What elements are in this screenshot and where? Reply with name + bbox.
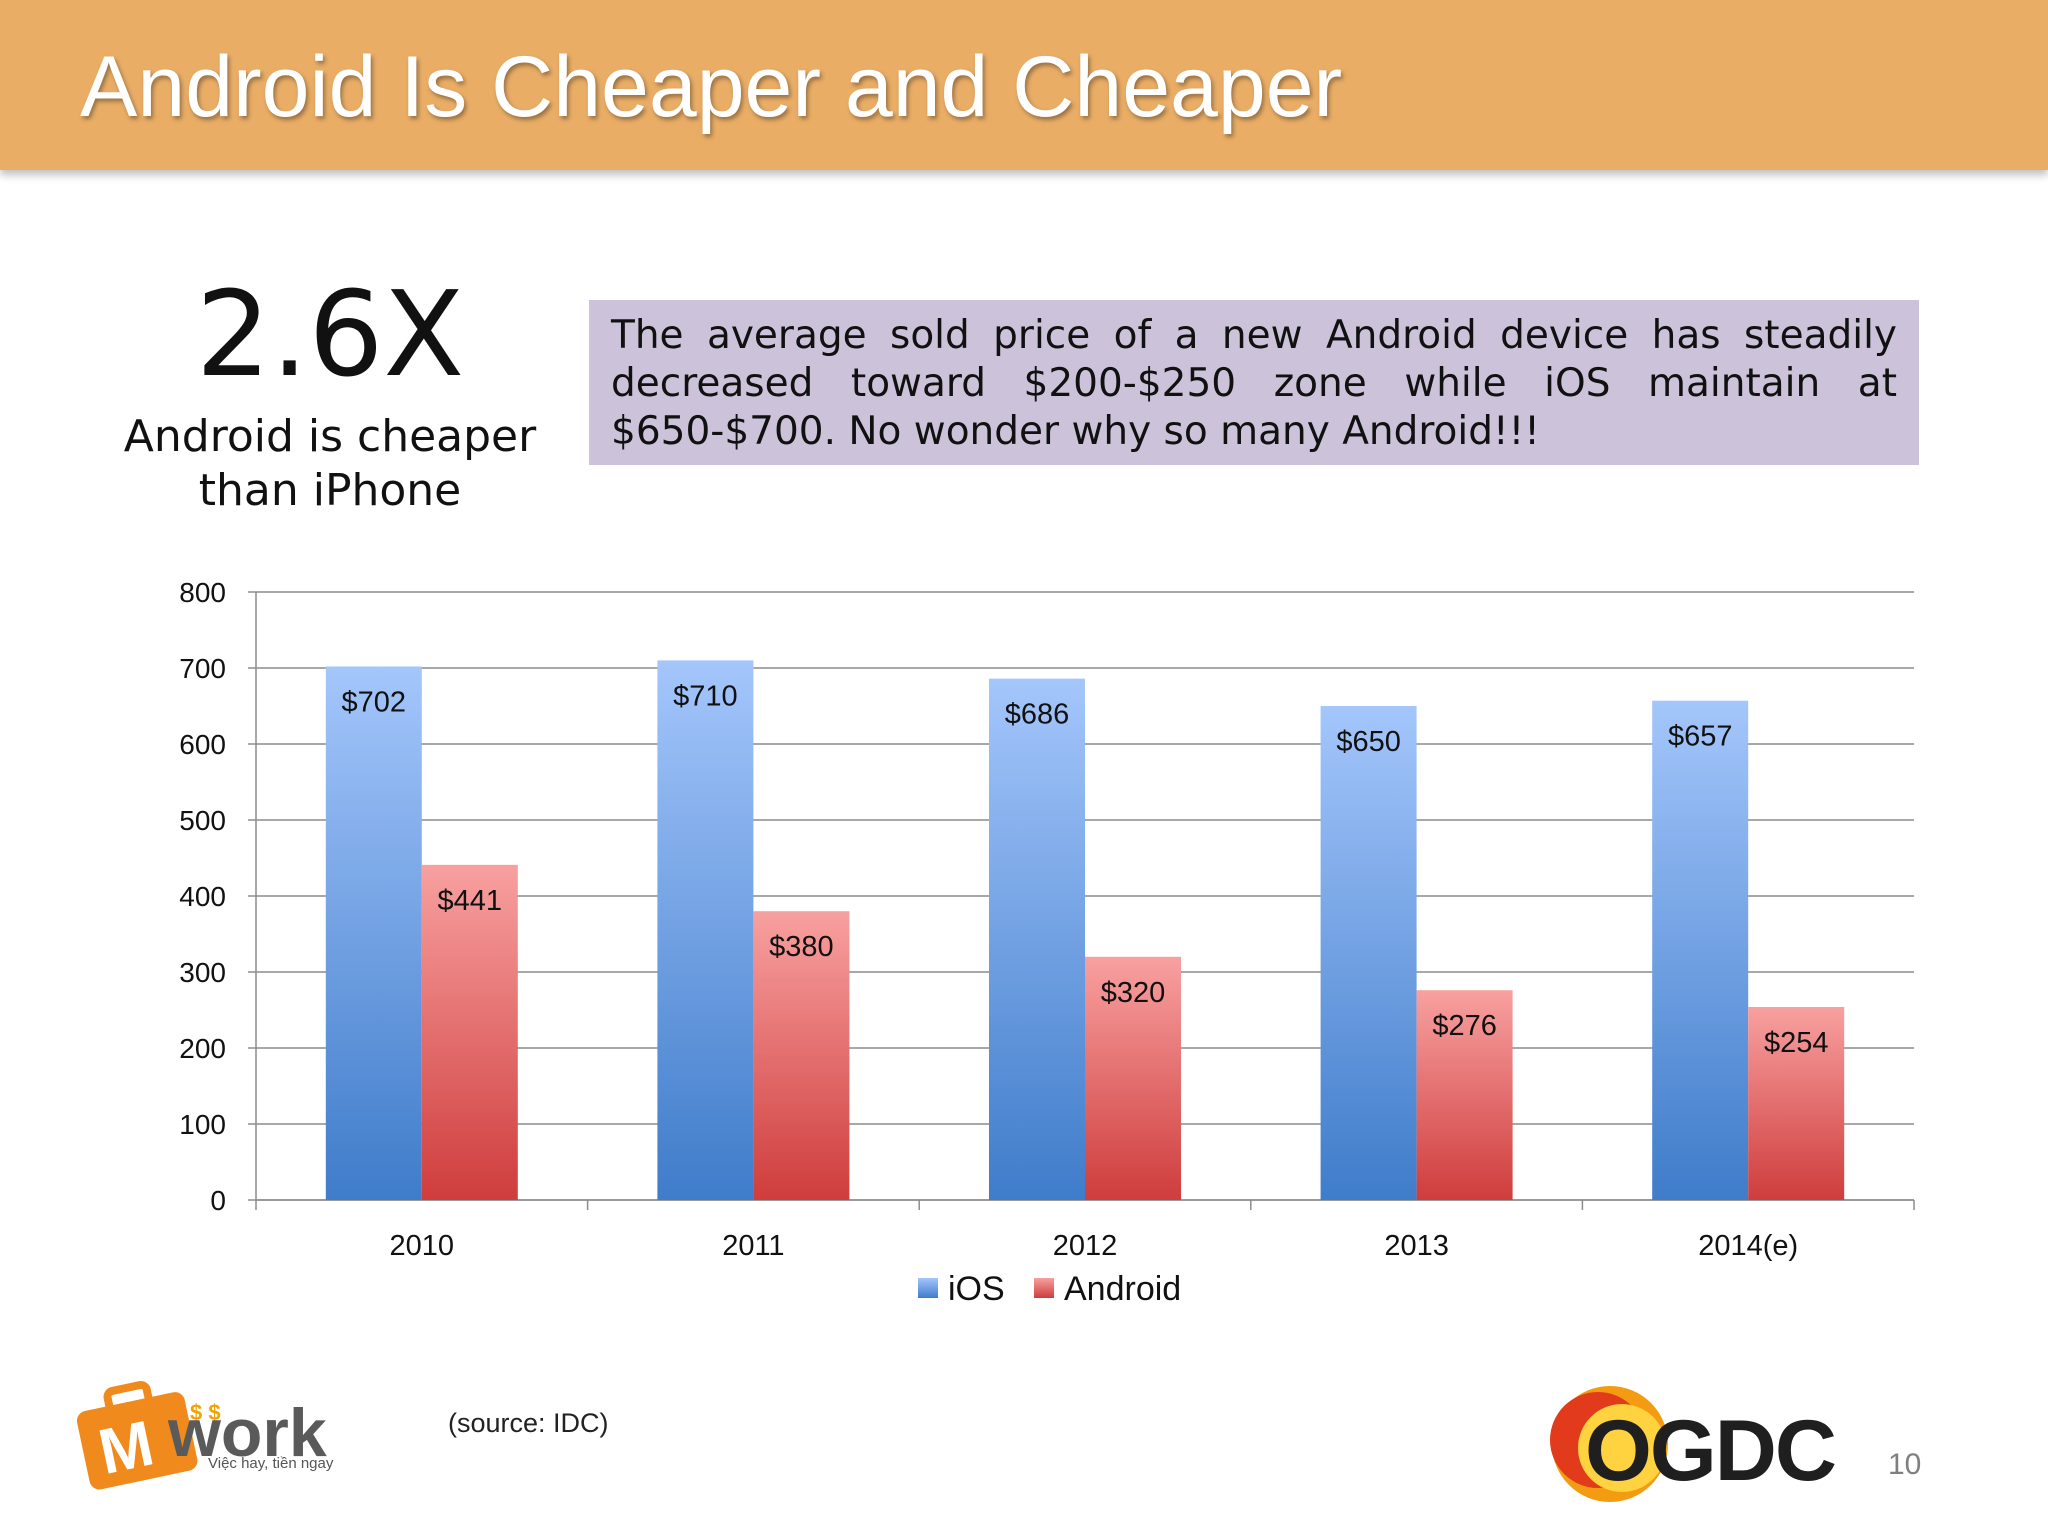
x-tick-label: 2014(e) xyxy=(1698,1230,1798,1262)
y-tick-label: 300 xyxy=(179,957,226,988)
y-tick-label: 500 xyxy=(179,805,226,836)
data-label-android: $276 xyxy=(1432,1010,1497,1042)
bar-ios xyxy=(657,660,754,1200)
bar-ios xyxy=(325,666,422,1200)
title-bar: Android Is Cheaper and Cheaper xyxy=(0,0,2048,170)
y-tick-label: 100 xyxy=(179,1109,226,1140)
data-label-ios: $710 xyxy=(673,680,738,712)
y-tick-label: 700 xyxy=(179,653,226,684)
ogdc-logo-word: OGDC xyxy=(1585,1403,1835,1499)
stat-value: 2.6X xyxy=(195,265,465,403)
dollar-sign-icon: $ $ xyxy=(190,1400,221,1425)
bar-android xyxy=(1416,990,1513,1200)
y-tick-label: 0 xyxy=(210,1185,226,1216)
y-tick-label: 400 xyxy=(179,881,226,912)
price-bar-chart: 0 100 200 300 400 500 600 700 800 $702 $441 2010 $71… xyxy=(179,577,1915,1308)
mwork-logo-bag xyxy=(76,1392,198,1490)
bar-android xyxy=(753,911,850,1200)
page-number: 10 xyxy=(1888,1448,1922,1481)
x-tick-label: 2012 xyxy=(1053,1230,1118,1262)
legend-swatch-android xyxy=(1034,1278,1054,1298)
bar-android xyxy=(421,864,518,1200)
mwork-logo-word: work xyxy=(167,1395,327,1471)
x-tick-label: 2010 xyxy=(390,1230,455,1262)
bar-ios xyxy=(1320,706,1417,1200)
data-label-ios: $702 xyxy=(342,686,407,718)
data-label-android: $320 xyxy=(1101,977,1166,1009)
x-tick-label: 2011 xyxy=(722,1230,784,1262)
bar-android xyxy=(1748,1006,1845,1200)
source-note: (source: IDC) xyxy=(448,1408,609,1438)
ogdc-logo-flame-core xyxy=(1578,1404,1666,1492)
note-text: The average sold price of a new Android … xyxy=(611,313,1897,454)
data-label-ios: $650 xyxy=(1336,726,1401,758)
stat-caption: Android is cheaper than iPhone xyxy=(123,411,537,516)
data-label-android: $441 xyxy=(438,885,503,917)
data-label-ios: $657 xyxy=(1668,721,1733,753)
ogdc-logo: OGDC xyxy=(1550,1386,1837,1502)
mwork-logo: M $ $ work Việc hay, tiền ngay xyxy=(76,1380,334,1490)
y-tick-label: 600 xyxy=(179,729,226,760)
data-label-ios: $686 xyxy=(1005,699,1070,731)
bar-ios xyxy=(1652,700,1749,1200)
data-label-android: $254 xyxy=(1764,1027,1829,1059)
slide-title: Android Is Cheaper and Cheaper xyxy=(80,39,1343,135)
bar-ios xyxy=(989,678,1085,1200)
y-tick-label: 200 xyxy=(179,1033,226,1064)
mwork-logo-handle xyxy=(103,1380,153,1415)
x-tick-label: 2013 xyxy=(1384,1230,1449,1262)
note-box: The average sold price of a new Android … xyxy=(589,300,1919,465)
y-tick-label: 800 xyxy=(179,577,226,608)
legend-label-ios: iOS xyxy=(948,1270,1005,1308)
legend-swatch-ios xyxy=(918,1278,938,1298)
bar-android xyxy=(1085,956,1181,1200)
mwork-tagline: Việc hay, tiền ngay xyxy=(208,1455,334,1472)
data-label-android: $380 xyxy=(769,931,834,963)
legend-label-android: Android xyxy=(1064,1270,1181,1308)
